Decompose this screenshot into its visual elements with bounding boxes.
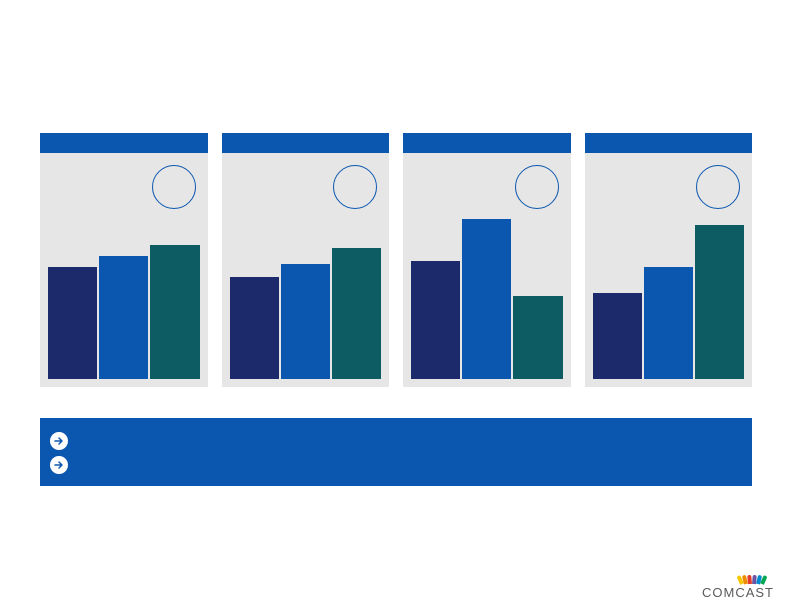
comcast-logo: COMCAST [702, 575, 774, 600]
bar [48, 267, 97, 379]
bar-group [230, 219, 382, 379]
panel-header [585, 133, 753, 153]
chart-panel [585, 133, 753, 387]
slide: COMCAST [0, 0, 792, 612]
callout-item [50, 456, 68, 474]
bar [411, 261, 460, 379]
panel-body [222, 153, 390, 387]
chart-panel [40, 133, 208, 387]
panel-row [40, 133, 752, 387]
bar-group [411, 219, 563, 379]
bar [644, 267, 693, 379]
panel-body [40, 153, 208, 387]
bar-group [48, 219, 200, 379]
chart-panel [403, 133, 571, 387]
bar [99, 256, 148, 379]
panel-body [403, 153, 571, 387]
bar [230, 277, 279, 379]
metric-circle [515, 165, 559, 209]
bar-group [593, 219, 745, 379]
panel-body [585, 153, 753, 387]
panel-header [222, 133, 390, 153]
panel-header [403, 133, 571, 153]
arrow-right-icon [50, 456, 68, 474]
callout-box [40, 418, 752, 486]
logo-text: COMCAST [702, 585, 774, 600]
bar [593, 293, 642, 379]
metric-circle [696, 165, 740, 209]
bar [281, 264, 330, 379]
peacock-icon [702, 575, 764, 584]
arrow-right-icon [50, 432, 68, 450]
bar [695, 225, 744, 379]
bar [332, 248, 381, 379]
metric-circle [333, 165, 377, 209]
panel-header [40, 133, 208, 153]
bar [513, 296, 562, 379]
chart-panel [222, 133, 390, 387]
metric-circle [152, 165, 196, 209]
bar [462, 219, 511, 379]
callout-item [50, 432, 68, 450]
bar [150, 245, 199, 379]
